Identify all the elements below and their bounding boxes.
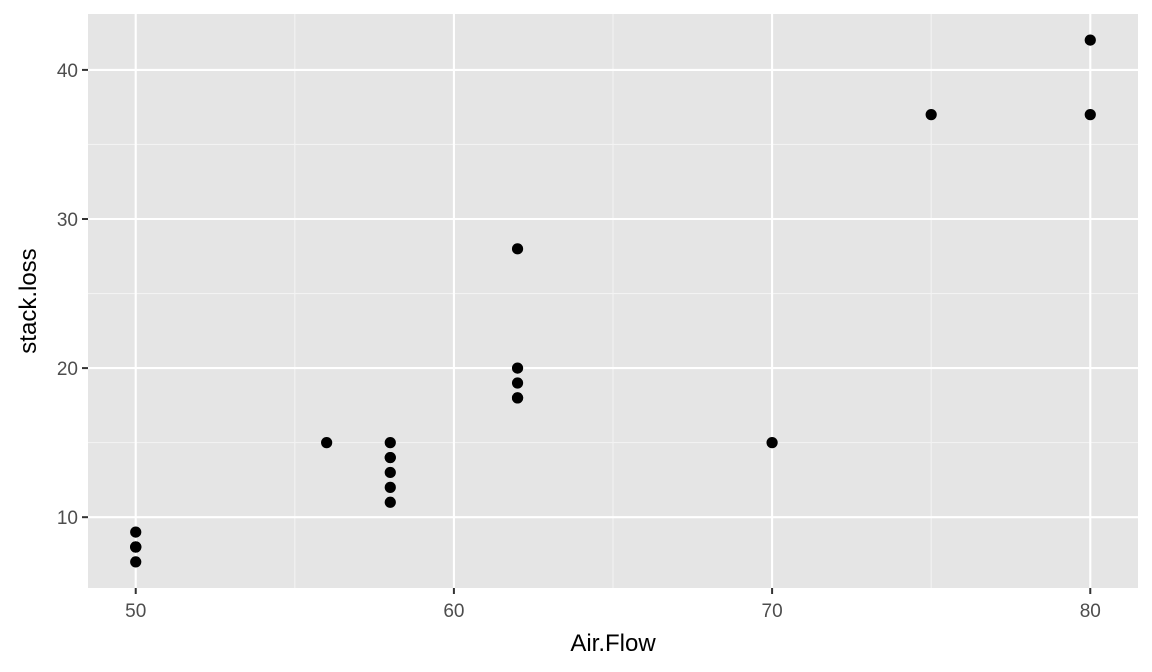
axes: 50 60 70 80 10 20 30 40 [57,61,1101,622]
data-point [384,437,396,449]
data-points [130,34,1096,568]
data-point [925,109,937,121]
y-tick-label: 30 [57,210,78,231]
data-point [384,496,396,508]
data-point [384,466,396,479]
data-point [511,243,524,255]
data-point [511,377,524,389]
data-point [130,541,142,553]
data-point [384,451,396,464]
data-point [511,392,524,404]
y-tick-label: 20 [57,359,78,380]
data-point [130,526,142,538]
data-point [130,556,142,568]
x-tick-label: 80 [1080,601,1101,622]
data-point [1084,109,1096,121]
x-axis-title: Air.Flow [570,630,656,657]
x-tick-label: 60 [443,601,464,622]
data-point [511,362,524,374]
data-point [384,481,396,493]
data-point [321,437,333,449]
data-point [1084,34,1096,46]
x-tick-label: 50 [125,601,146,622]
data-point [766,437,778,449]
y-axis-title: stack.loss [15,248,42,353]
x-tick-label: 70 [762,601,783,622]
y-tick-label: 40 [57,61,78,82]
y-tick-label: 10 [57,508,78,529]
